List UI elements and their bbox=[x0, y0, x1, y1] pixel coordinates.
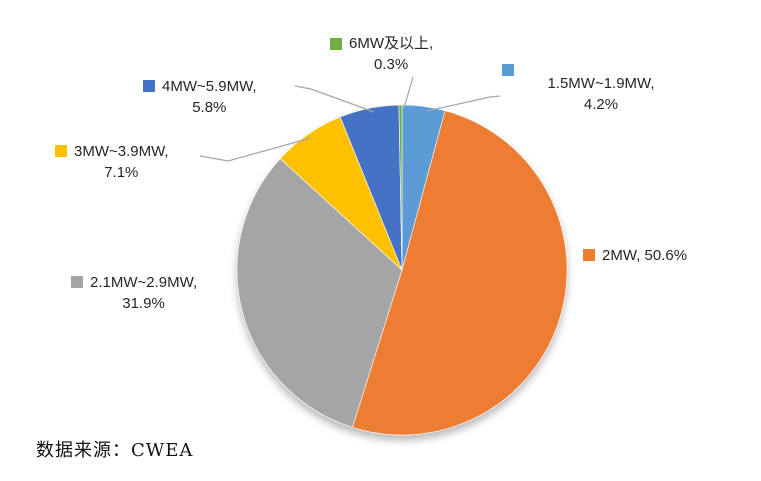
callout-3mw-3-9mw: 3MW~3.9MW, 7.1% bbox=[55, 141, 169, 183]
legend-key-gray-icon bbox=[71, 276, 83, 288]
leader-line-yellow bbox=[199, 137, 312, 162]
callout-2mw: 2MW, 50.6% bbox=[583, 245, 687, 266]
callout-value: 0.3% bbox=[373, 56, 409, 73]
callout-label: 4MW~5.9MW, bbox=[162, 78, 257, 95]
legend-key-yellow-icon bbox=[55, 145, 67, 157]
pie-slice-2.1MW~2.9MW bbox=[236, 158, 403, 428]
data-source-note: 数据来源：CWEA bbox=[36, 440, 194, 461]
callout-value: 4.2% bbox=[583, 96, 619, 113]
callout-label: 6MW及以上, bbox=[349, 35, 434, 52]
pie-slice-6MW及以上 bbox=[398, 104, 403, 271]
callout-label: 2MW, 50.6% bbox=[602, 247, 688, 264]
leader-line-green bbox=[403, 76, 414, 109]
pie-slice-2MW bbox=[352, 110, 568, 436]
callout-label: 1.5MW~1.9MW, bbox=[547, 75, 655, 92]
legend-key-green-icon bbox=[330, 38, 342, 50]
callout-6mw-and-above: 6MW及以上, 0.3% bbox=[330, 33, 433, 75]
callout-4mw-5-9mw: 4MW~5.9MW, 5.8% bbox=[143, 76, 257, 118]
callout-2-1mw-2-9mw: 2.1MW~2.9MW, 31.9% bbox=[71, 272, 197, 314]
callout-label: 3MW~3.9MW, bbox=[74, 143, 169, 160]
callout-label: 2.1MW~2.9MW, bbox=[90, 274, 198, 291]
callout-value: 7.1% bbox=[104, 164, 139, 181]
callout-value: 5.8% bbox=[192, 99, 227, 116]
legend-key-darkblue-icon bbox=[143, 80, 155, 92]
callout-value: 31.9% bbox=[122, 295, 165, 312]
leader-line-darkblue bbox=[294, 85, 375, 113]
callout-1-5mw-1-9mw: 1.5MW~1.9MW, 4.2% bbox=[502, 64, 681, 115]
leader-line-lightblue bbox=[426, 95, 501, 112]
legend-key-lightblue-icon bbox=[502, 64, 514, 76]
pie-slices-group bbox=[236, 104, 568, 436]
legend-key-orange-icon bbox=[583, 249, 595, 261]
